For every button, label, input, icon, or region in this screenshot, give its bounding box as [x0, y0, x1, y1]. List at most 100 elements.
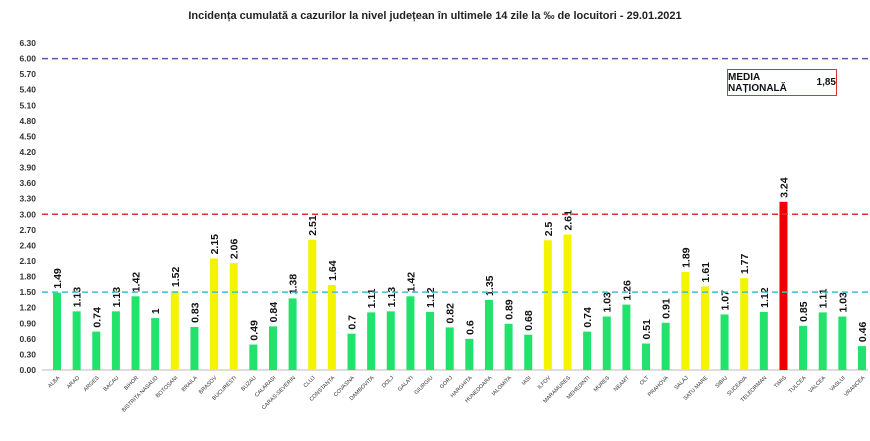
y-tick-label: 1.80 — [19, 272, 36, 282]
x-tick-label: GALATI — [397, 375, 415, 393]
bar — [681, 271, 690, 370]
y-tick-label: 1.20 — [19, 303, 36, 313]
bar — [465, 338, 474, 370]
data-label: 2.51 — [307, 215, 319, 236]
y-tick-label: 4.50 — [19, 131, 36, 141]
x-tick-label: BRAILA — [181, 375, 199, 393]
bar — [642, 343, 651, 370]
x-tick-label: GORJ — [439, 375, 454, 390]
x-tick-label: ILFOV — [537, 375, 553, 391]
data-label: 0.68 — [523, 310, 535, 331]
data-label: 1.35 — [484, 275, 496, 296]
bar — [111, 311, 120, 370]
y-tick-label: 6.30 — [19, 38, 36, 48]
data-label: 2.61 — [562, 210, 574, 231]
bar — [229, 263, 238, 370]
bar — [622, 304, 631, 370]
data-label: 0.83 — [189, 302, 201, 323]
x-tick-label: ARAD — [66, 375, 81, 390]
bar — [268, 326, 277, 370]
data-label: 2.5 — [543, 221, 555, 236]
data-label: 1 — [150, 308, 162, 314]
national-average-value: 1,85 — [816, 77, 836, 88]
x-tick-label: IASI — [521, 375, 533, 387]
x-tick-label: IALOMITA — [491, 375, 513, 397]
data-label: 1.13 — [386, 287, 398, 308]
y-tick-label: 2.40 — [19, 240, 36, 250]
data-label: 1.42 — [131, 272, 143, 293]
data-label: 1.03 — [602, 292, 614, 313]
y-tick-label: 5.70 — [19, 69, 36, 79]
bar — [151, 318, 160, 370]
x-tick-label: OLT — [639, 375, 651, 387]
bar — [759, 311, 768, 370]
data-label: 0.49 — [248, 320, 260, 341]
y-tick-label: 4.80 — [19, 116, 36, 126]
bar — [838, 316, 847, 370]
x-tick-label: TULCEA — [788, 375, 808, 395]
data-label: 0.74 — [91, 307, 103, 328]
data-label: 0.7 — [347, 315, 359, 330]
data-label: 0.82 — [445, 303, 457, 324]
bar — [386, 311, 395, 370]
bar — [367, 312, 376, 370]
bar — [700, 286, 709, 370]
data-label: 0.89 — [504, 299, 516, 320]
data-label: 1.12 — [425, 287, 437, 308]
bar — [288, 298, 297, 370]
x-tick-label: ALBA — [47, 375, 61, 389]
x-tick-label: BACAU — [103, 375, 121, 393]
y-tick-label: 2.70 — [19, 225, 36, 235]
data-label: 1.07 — [720, 290, 732, 311]
x-tick-label: DOLJ — [381, 375, 395, 389]
data-label: 1.89 — [680, 247, 692, 268]
y-tick-label: 3.60 — [19, 178, 36, 188]
bar — [740, 278, 749, 370]
x-tick-label: NEAMT — [613, 375, 631, 393]
bar — [308, 239, 317, 370]
x-tick-label: MURES — [593, 375, 612, 394]
y-tick-label: 3.00 — [19, 209, 36, 219]
data-label: 1.49 — [52, 268, 64, 289]
data-label: 0.85 — [798, 301, 810, 322]
y-tick-label: 3.90 — [19, 163, 36, 173]
data-label: 1.11 — [818, 288, 830, 308]
national-average-label: MEDIA NAȚIONALĂ — [728, 71, 787, 94]
data-label: 0.91 — [661, 298, 673, 319]
bar — [543, 240, 552, 370]
y-tick-label: 5.40 — [19, 85, 36, 95]
bar — [53, 292, 61, 370]
chart-title: Incidența cumulată a cazurilor la nivel … — [188, 10, 682, 22]
bar — [504, 323, 513, 370]
bar — [524, 334, 533, 370]
x-tick-label: VALCEA — [808, 375, 828, 395]
x-tick-label: GIURGIU — [414, 375, 435, 396]
y-tick-label: 6.00 — [19, 54, 36, 64]
x-tick-label: PRAHOVA — [647, 375, 670, 398]
data-label: 0.84 — [268, 302, 280, 323]
bar — [779, 201, 788, 370]
y-tick-label: 5.10 — [19, 100, 36, 110]
y-tick-label: 0.90 — [19, 318, 36, 328]
data-label: 1.13 — [72, 287, 84, 308]
bar — [347, 333, 356, 370]
bar — [426, 311, 435, 370]
x-tick-label: ARGES — [83, 375, 101, 393]
bar — [170, 291, 179, 370]
data-label: 1.13 — [111, 287, 123, 308]
bar — [92, 331, 101, 370]
data-label: 0.51 — [641, 319, 653, 340]
y-tick-label: 4.20 — [19, 147, 36, 157]
bar — [484, 299, 493, 370]
data-label: 2.15 — [209, 234, 221, 255]
bar — [327, 284, 336, 370]
y-tick-label: 3.30 — [19, 194, 36, 204]
y-tick-label: 0.00 — [19, 365, 36, 375]
bar — [818, 312, 827, 370]
x-tick-label: BIHOR — [123, 375, 140, 392]
data-label: 2.06 — [229, 238, 241, 259]
data-label: 0.46 — [857, 322, 869, 343]
y-tick-label: 1.50 — [19, 287, 36, 297]
bar — [563, 234, 572, 370]
